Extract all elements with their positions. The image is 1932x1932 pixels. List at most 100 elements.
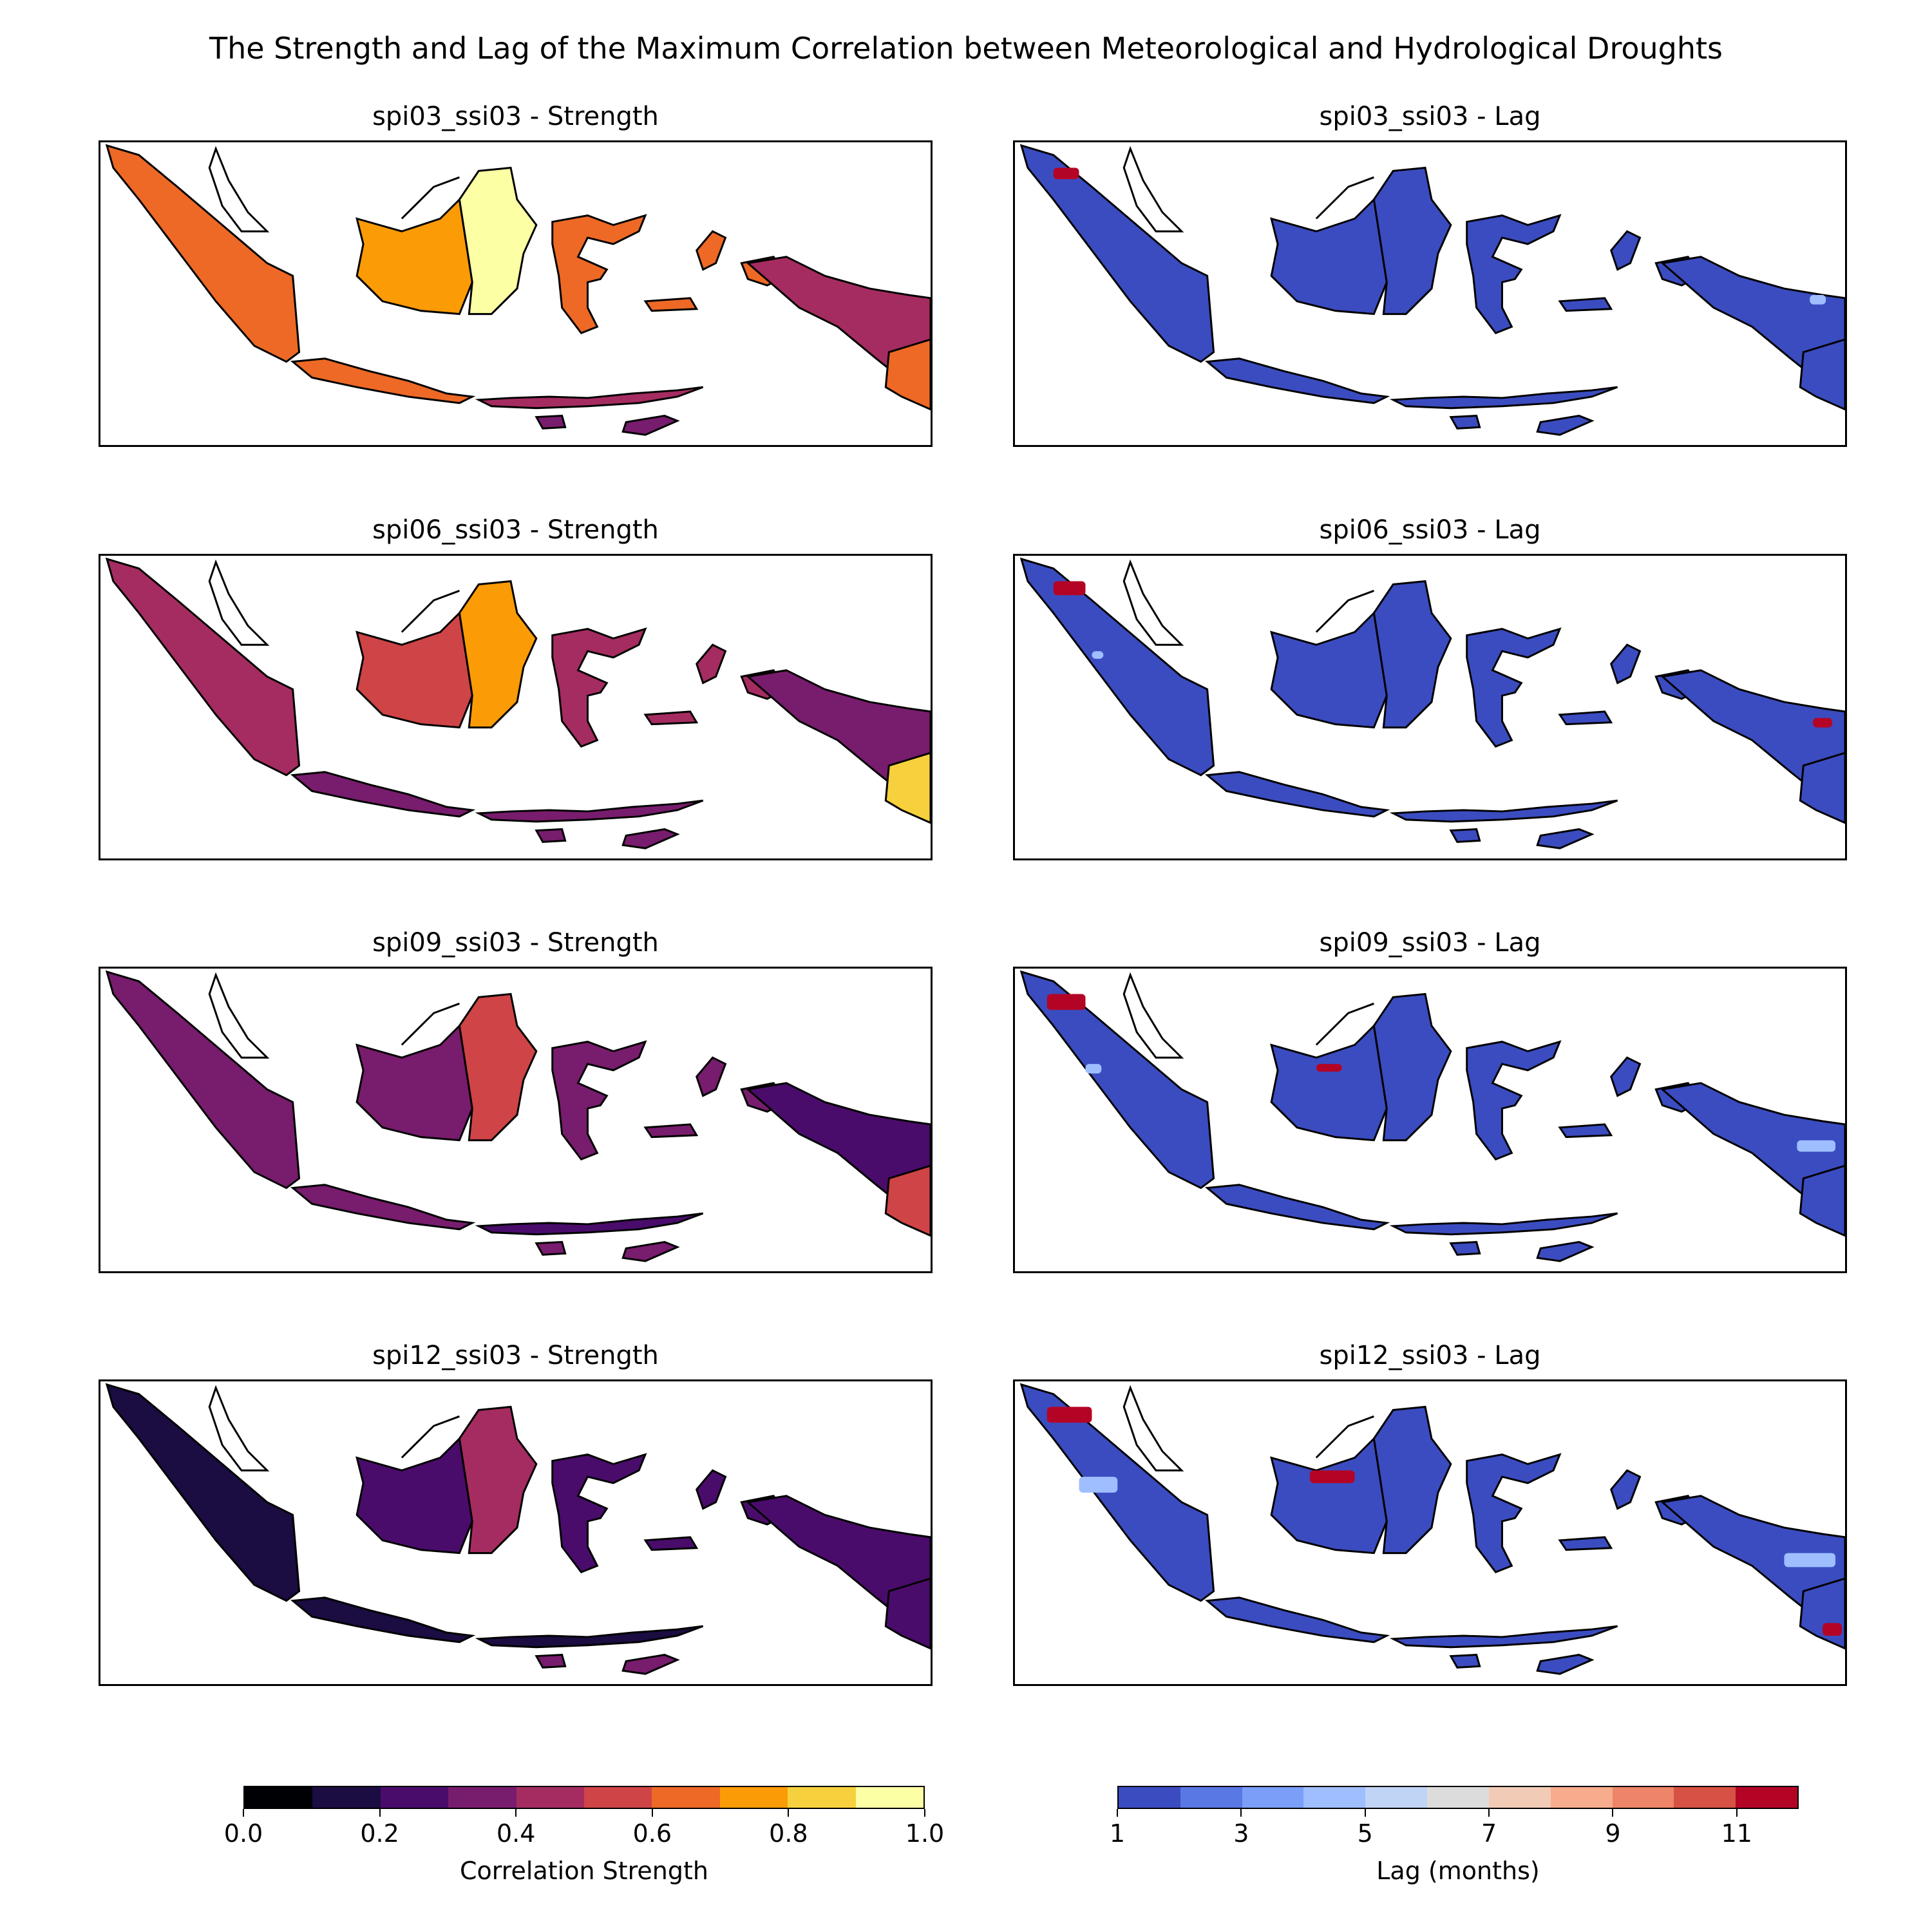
- colorbar-tick: [651, 1809, 653, 1817]
- region-timor: [1536, 1241, 1595, 1262]
- region-sulawesi: [1466, 1040, 1562, 1161]
- map-svg: [105, 1383, 931, 1675]
- lag-map-panel: [1013, 967, 1847, 1273]
- colorbar-segment: [245, 1787, 313, 1808]
- region-nusa_tenggara: [475, 1212, 704, 1236]
- region-java: [290, 357, 476, 404]
- lag-patch: [1046, 994, 1086, 1010]
- region-papua: [1660, 1082, 1845, 1218]
- region-timor: [1536, 1654, 1595, 1675]
- coastline-outline: [1122, 1385, 1374, 1472]
- colorbar-segment: [855, 1787, 924, 1808]
- colorbar-tick: [515, 1809, 517, 1817]
- lag-patch: [1810, 294, 1826, 305]
- region-sumatra: [1019, 144, 1215, 363]
- region-nusa_tenggara: [1389, 1625, 1618, 1649]
- region-sumatra: [1019, 970, 1215, 1189]
- colorbar-tick: [1612, 1809, 1614, 1817]
- colorbar-segment: [312, 1787, 381, 1808]
- region-sumba: [1449, 1241, 1481, 1256]
- colorbar-tick-label: 11: [1721, 1819, 1752, 1848]
- region-nusa_tenggara: [475, 386, 704, 410]
- region-sulawesi: [1466, 214, 1562, 335]
- region-java: [1204, 1184, 1390, 1231]
- region-kalimantan_east: [458, 1405, 538, 1555]
- colorbar-tick: [1736, 1809, 1738, 1817]
- panel-title: spi03_ssi03 - Lag: [1319, 102, 1541, 131]
- panel-title: spi09_ssi03 - Strength: [372, 928, 659, 958]
- region-sumatra: [1019, 1383, 1215, 1602]
- region-papua_south: [884, 1164, 931, 1237]
- region-kalimantan_west: [355, 197, 473, 316]
- colorbar-tick: [243, 1809, 244, 1817]
- colorbar-segment: [516, 1787, 585, 1808]
- colorbar-tick: [379, 1809, 381, 1817]
- colorbar-segment: [448, 1787, 516, 1808]
- lag-patch: [1784, 1553, 1836, 1567]
- region-papua: [745, 1082, 931, 1218]
- colorbar-strip: [243, 1786, 925, 1809]
- colorbar-label: Lag (months): [1376, 1857, 1540, 1885]
- colorbar-tick-label: 3: [1233, 1819, 1249, 1848]
- colorbar-tick-label: 0.6: [632, 1819, 672, 1848]
- panel-title: spi09_ssi03 - Lag: [1319, 928, 1541, 958]
- colorbar-tick-label: 0.8: [769, 1819, 808, 1848]
- region-nusa_tenggara: [475, 799, 704, 823]
- colorbar-tick-label: 5: [1357, 1819, 1373, 1848]
- region-sumatra: [105, 970, 301, 1189]
- colorbar-segment: [1119, 1787, 1180, 1808]
- coastline-outline: [208, 1385, 460, 1472]
- strength-map-panel: [99, 967, 933, 1273]
- colorbar-tick-label: 0.0: [223, 1819, 263, 1848]
- colorbar-segment: [652, 1787, 720, 1808]
- region-java: [290, 1596, 476, 1643]
- strength-map-panel: [99, 140, 933, 447]
- colorbar-segment: [1365, 1787, 1428, 1808]
- lag-patch: [1053, 167, 1079, 180]
- coastline-outline: [208, 559, 460, 646]
- region-java: [1204, 771, 1390, 818]
- region-sumatra: [105, 144, 301, 363]
- colorbar-segment: [380, 1787, 449, 1808]
- region-kalimantan_west: [355, 611, 473, 729]
- panel-title: spi06_ssi03 - Strength: [372, 515, 659, 545]
- region-sulawesi: [551, 214, 647, 335]
- colorbar-segment: [1550, 1787, 1613, 1808]
- region-java: [290, 771, 476, 818]
- region-sumba: [535, 1241, 567, 1256]
- lag-patch: [1046, 1406, 1092, 1423]
- colorbar-tick-label: 0.2: [360, 1819, 399, 1848]
- region-sulawesi: [1466, 1453, 1562, 1574]
- colorbar-tick: [1117, 1809, 1118, 1817]
- map-svg: [105, 970, 931, 1262]
- coastline-outline: [208, 972, 460, 1059]
- panel-title: spi06_ssi03 - Lag: [1319, 515, 1541, 545]
- colorbar-tick: [1364, 1809, 1366, 1817]
- lag-patch: [1813, 717, 1833, 728]
- region-kalimantan_east: [458, 992, 538, 1142]
- region-kalimantan_west: [1270, 1023, 1388, 1142]
- region-sulawesi: [551, 627, 647, 748]
- lag-patch: [1797, 1140, 1836, 1152]
- colorbar-strip: [1117, 1786, 1799, 1809]
- colorbar-segment: [1303, 1787, 1366, 1808]
- region-kalimantan_west: [355, 1023, 473, 1142]
- region-nusa_tenggara: [1389, 386, 1618, 410]
- region-sumba: [1449, 415, 1481, 430]
- region-kalimantan_west: [1270, 611, 1388, 729]
- lag-patch: [1092, 651, 1104, 659]
- region-kalimantan_west: [355, 1436, 473, 1555]
- region-papua: [1660, 256, 1845, 392]
- map-svg: [1019, 970, 1845, 1262]
- lag-patch: [1079, 1477, 1118, 1493]
- colorbar-segment: [1488, 1787, 1551, 1808]
- panel-title: spi03_ssi03 - Strength: [372, 102, 659, 131]
- coastline-outline: [1122, 559, 1374, 646]
- region-papua_south: [884, 752, 931, 824]
- colorbar-segment: [1612, 1787, 1674, 1808]
- region-sumba: [535, 415, 567, 430]
- region-nusa_tenggara: [1389, 799, 1618, 823]
- region-kalimantan_east: [458, 166, 538, 316]
- region-papua: [745, 669, 931, 805]
- colorbar-tick: [788, 1809, 790, 1817]
